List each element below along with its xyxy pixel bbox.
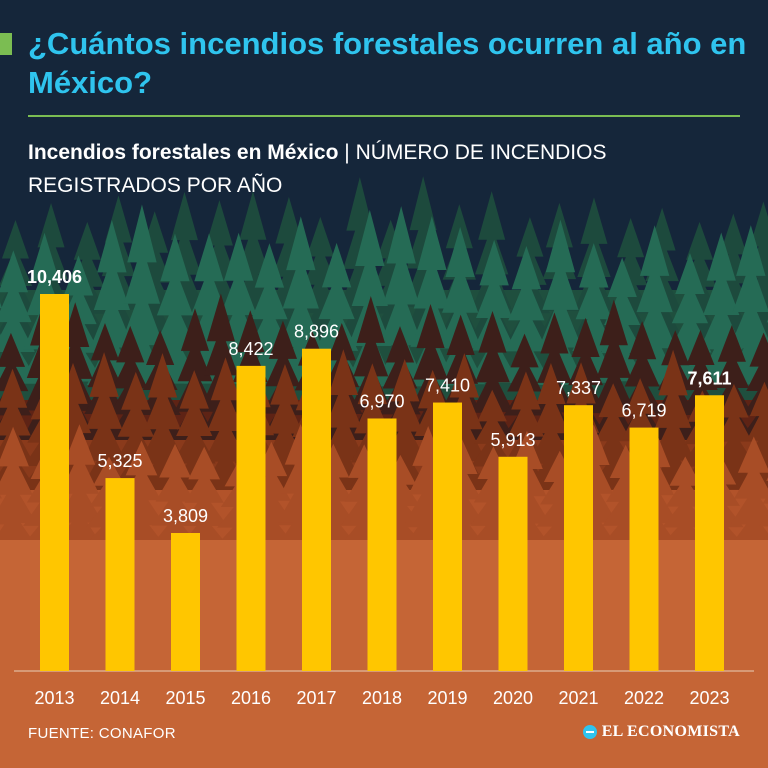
bar-2016 [236,365,266,671]
bar-2020 [498,456,528,671]
bar-2014 [105,478,135,671]
x-tick-2013: 2013 [34,688,74,708]
bar-2015 [171,533,200,671]
x-tick-2022: 2022 [624,688,664,708]
bar-2017 [302,348,331,671]
value-label-2017: 8,896 [294,322,339,342]
x-tick-2018: 2018 [362,688,402,708]
value-label-2014: 5,325 [97,451,142,471]
logo-text: EL ECONOMISTA [601,723,740,740]
bar-2019 [433,402,462,671]
accent-mark [0,33,12,55]
value-label-2021: 7,337 [556,378,601,398]
subtitle-bold: Incendios forestales en México [28,141,339,164]
x-tick-2016: 2016 [231,688,271,708]
source-note: FUENTE: CONAFOR [28,725,176,742]
logo-icon [582,725,597,739]
value-label-2022: 6,719 [621,401,666,421]
x-tick-2014: 2014 [100,688,140,708]
value-label-2019: 7,410 [425,376,470,396]
chart-subtitle: Incendios forestales en México | NÚMERO … [28,136,748,202]
x-tick-2020: 2020 [493,688,533,708]
value-label-2013: 10,406 [27,267,82,287]
value-label-2016: 8,422 [228,339,273,359]
x-tick-2021: 2021 [558,688,598,708]
x-tick-2015: 2015 [165,688,205,708]
value-label-2015: 3,809 [163,506,208,526]
value-label-2018: 6,970 [359,391,404,411]
bar-2022 [629,427,659,671]
subtitle-separator: | [344,141,350,164]
publisher-logo: EL ECONOMISTA [582,723,740,741]
x-tick-2023: 2023 [689,688,729,708]
value-label-2020: 5,913 [490,430,535,450]
main-title: ¿Cuántos incendios forestales ocurren al… [28,26,747,100]
bar-2013 [40,294,69,671]
title-divider [28,115,740,117]
x-tick-2017: 2017 [296,688,336,708]
bar-2021 [564,405,593,671]
x-tick-2019: 2019 [427,688,467,708]
subtitle-rest: NÚMERO DE INCENDIOS REGISTRADOS POR AÑO [28,141,607,197]
bar-2018 [367,418,397,671]
value-label-2023: 7,611 [687,368,731,388]
bar-2023 [695,395,724,671]
